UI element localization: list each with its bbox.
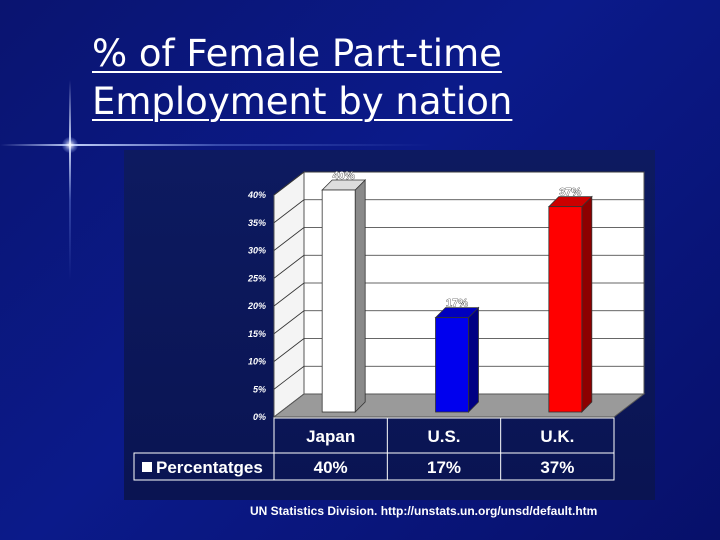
legend-swatch-icon: [142, 462, 152, 472]
table-value: 40%: [314, 458, 348, 477]
y-tick-label: 25%: [247, 273, 266, 283]
source-citation: UN Statistics Division. http://unstats.u…: [250, 504, 598, 518]
bar: [435, 317, 469, 413]
chart-panel: 0% 5% 10% 15% 20% 25% 30% 35% 40% 40% 17% 37% Japa…: [124, 150, 655, 500]
table-value: 17%: [427, 458, 461, 477]
title-line-1: % of Female Part-time: [92, 32, 502, 75]
gridline-side: [273, 227, 305, 251]
bar-side: [468, 306, 479, 413]
bar: [548, 206, 583, 413]
y-tick-label: 35%: [248, 218, 266, 228]
y-tick-label: 0%: [253, 412, 266, 422]
gridline-side: [273, 282, 305, 307]
data-label: 40%: [333, 170, 355, 182]
slide-title: % of Female Part-time Employment by nati…: [92, 30, 692, 126]
bar-side: [581, 195, 593, 413]
y-tick-label: 10%: [248, 357, 266, 367]
bar-chart: 0% 5% 10% 15% 20% 25% 30% 35% 40% 40% 17% 37% Japa…: [133, 170, 646, 481]
y-tick-label: 20%: [247, 301, 266, 311]
gridline-side: [273, 199, 305, 224]
bar-side: [354, 179, 366, 413]
bar: [321, 189, 356, 413]
table-value: 37%: [540, 458, 574, 477]
y-tick-label: 40%: [247, 190, 266, 200]
y-tick-label: 30%: [248, 246, 266, 256]
x-category-label: Japan: [306, 427, 355, 446]
gridline-side: [273, 171, 305, 196]
y-tick-label: 5%: [253, 384, 266, 394]
decorative-vertical-line: [69, 80, 71, 280]
y-tick-label: 15%: [248, 329, 266, 339]
title-line-2: Employment by nation: [92, 80, 513, 123]
gridline-side: [273, 365, 305, 390]
legend-series-name: Percentatges: [156, 458, 263, 477]
data-label: 37%: [559, 187, 581, 199]
sparkle-icon: [62, 137, 78, 153]
decorative-horizontal-line: [0, 144, 720, 146]
x-category-label: U.K.: [540, 427, 574, 446]
data-label: 17%: [446, 298, 468, 310]
x-category-label: U.S.: [427, 427, 460, 446]
gridline-side: [273, 310, 305, 335]
gridline-side: [273, 254, 305, 279]
gridline-side: [273, 338, 305, 362]
